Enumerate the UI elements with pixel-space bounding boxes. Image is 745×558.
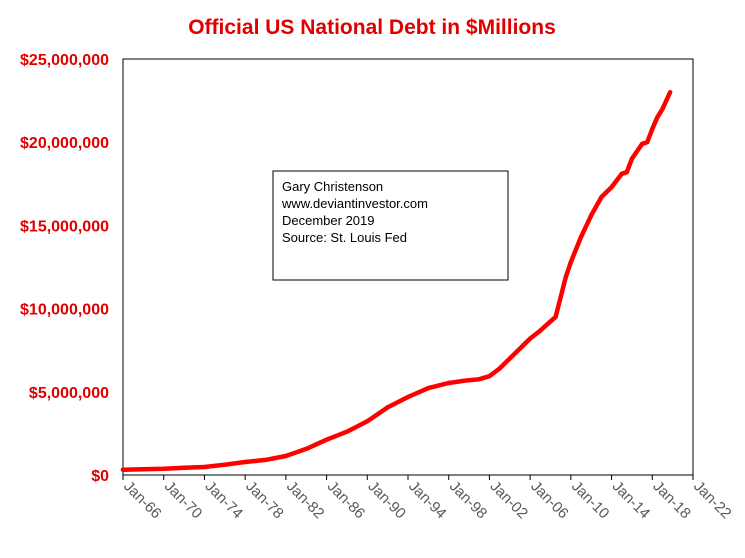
x-tick-label: Jan-70	[161, 478, 205, 522]
data-point	[527, 336, 533, 341]
x-tick-label: Jan-06	[527, 478, 571, 522]
x-tick-label: Jan-78	[242, 478, 286, 522]
data-point	[161, 466, 166, 471]
data-point	[563, 274, 568, 280]
data-point	[599, 194, 604, 200]
data-point	[650, 126, 655, 132]
data-point	[202, 464, 207, 470]
data-point	[477, 377, 482, 382]
data-point	[446, 380, 451, 386]
x-axis-ticks: Jan-66Jan-70Jan-74Jan-78Jan-82Jan-86Jan-…	[120, 475, 735, 522]
data-point	[426, 385, 431, 391]
annotation-date: December 2019	[282, 213, 375, 228]
x-tick-label: Jan-94	[405, 478, 449, 522]
data-point	[487, 374, 492, 379]
chart-title: Official US National Debt in $Millions	[188, 16, 556, 39]
annotation-box: Gary Christenson www.deviantinvestor.com…	[272, 170, 509, 281]
data-point	[507, 356, 512, 361]
data-point	[405, 394, 411, 400]
data-point	[667, 90, 673, 95]
x-tick-label: Jan-98	[446, 478, 490, 522]
y-tick-label: $5,000,000	[29, 385, 109, 402]
x-tick-label: Jan-74	[202, 478, 246, 522]
data-point	[517, 346, 523, 351]
data-point	[324, 437, 329, 442]
data-point	[660, 106, 665, 112]
annotation-source: Source: St. Louis Fed	[282, 230, 407, 245]
annotation-author: Gary Christenson	[282, 179, 383, 194]
y-axis-ticks: $0 $5,000,000 $10,000,000 $15,000,000 $20,00…	[20, 52, 109, 485]
data-point	[242, 459, 248, 465]
data-point	[624, 170, 629, 175]
data-point	[639, 141, 645, 147]
data-point	[283, 453, 289, 459]
data-point	[538, 328, 543, 333]
annotation-border	[272, 170, 509, 281]
data-point	[619, 171, 624, 176]
data-point	[609, 184, 614, 190]
data-point	[645, 140, 650, 145]
x-tick-label: Jan-18	[649, 478, 693, 522]
data-point	[181, 465, 187, 470]
data-point	[553, 314, 558, 320]
data-point	[578, 234, 584, 240]
data-point	[222, 462, 227, 467]
data-point	[629, 156, 635, 161]
x-tick-label: Jan-86	[324, 478, 368, 522]
data-point	[385, 405, 390, 410]
x-tick-label: Jan-10	[568, 478, 612, 522]
data-point	[120, 467, 126, 472]
data-point	[344, 429, 350, 434]
data-point	[497, 366, 502, 371]
x-tick-label: Jan-02	[487, 478, 531, 522]
series-layer	[120, 90, 673, 472]
x-tick-label: Jan-66	[120, 478, 164, 522]
data-point	[568, 259, 574, 265]
x-tick-label: Jan-22	[690, 478, 734, 522]
x-tick-label: Jan-14	[609, 478, 653, 522]
data-point	[466, 378, 472, 383]
data-point	[263, 457, 268, 463]
y-tick-label: $10,000,000	[20, 302, 109, 319]
data-point	[365, 419, 370, 424]
data-point	[461, 378, 467, 383]
x-tick-label: Jan-82	[283, 478, 327, 522]
y-tick-label: $25,000,000	[20, 52, 109, 69]
y-tick-label: $0	[91, 468, 109, 485]
data-point	[304, 446, 309, 452]
y-tick-label: $15,000,000	[20, 218, 109, 235]
data-point	[548, 319, 553, 324]
data-point	[589, 213, 594, 218]
x-tick-label: Jan-90	[364, 478, 408, 522]
annotation-website: www.deviantinvestor.com	[281, 196, 428, 211]
y-tick-label: $20,000,000	[20, 135, 109, 152]
data-point	[655, 115, 660, 120]
data-point	[141, 467, 146, 472]
data-point	[558, 294, 563, 300]
